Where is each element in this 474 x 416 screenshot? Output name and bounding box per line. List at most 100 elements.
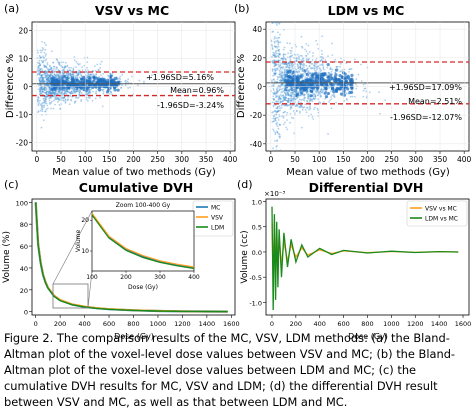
scatter-point — [39, 56, 42, 58]
scatter-point — [57, 75, 60, 78]
scatter-point — [44, 59, 47, 62]
scatter-point — [54, 96, 56, 99]
scatter-point — [281, 67, 284, 70]
inset-x-label: Dose (Gy) — [128, 284, 158, 291]
x-axis-label-b: Mean value of two methods (Gy) — [286, 167, 450, 178]
scatter-point — [319, 64, 322, 66]
scatter-point — [62, 89, 65, 92]
scatter-point — [288, 90, 291, 93]
scatter-point — [75, 90, 78, 93]
scatter-point — [348, 68, 351, 71]
y-offset-label-d: ×10⁻³ — [264, 190, 285, 198]
scatter-point — [272, 54, 275, 57]
scatter-point — [58, 76, 61, 79]
scatter-point — [42, 60, 44, 63]
scatter-point — [281, 74, 284, 77]
scatter-point — [67, 73, 70, 76]
scatter-point — [279, 73, 282, 76]
scatter-point — [280, 57, 283, 60]
scatter-point — [351, 95, 354, 98]
scatter-point-dense — [73, 82, 77, 86]
scatter-point — [43, 41, 46, 44]
scatter-point — [40, 92, 43, 95]
scatter-point-dense — [103, 82, 108, 86]
scatter-point — [330, 70, 333, 73]
scatter-point — [282, 54, 285, 56]
scatter-point — [302, 60, 305, 63]
scatter-point — [299, 110, 301, 113]
scatter-point — [291, 54, 294, 57]
scatter-point — [281, 100, 284, 102]
scatter-point — [57, 75, 60, 78]
scatter-point — [288, 90, 290, 93]
scatter-point — [287, 89, 290, 91]
scatter-point — [80, 73, 83, 76]
scatter-point — [37, 100, 40, 102]
scatter-point — [307, 59, 309, 62]
scatter-point — [276, 91, 279, 94]
scatter-point — [276, 68, 279, 71]
scatter-point — [66, 90, 68, 93]
scatter-point-dense — [292, 74, 296, 78]
scatter-point — [281, 83, 284, 86]
scatter-point — [331, 68, 334, 71]
scatter-point — [56, 88, 59, 91]
scatter-point — [275, 54, 277, 57]
scatter-point — [271, 60, 274, 62]
scatter-point — [66, 75, 69, 78]
scatter-point — [131, 75, 133, 78]
scatter-point — [303, 66, 305, 69]
scatter-point — [58, 99, 61, 102]
scatter-point — [304, 96, 307, 99]
scatter-point — [45, 71, 48, 74]
scatter-point — [295, 91, 297, 94]
scatter-point — [90, 75, 93, 77]
scatter-point — [70, 66, 72, 69]
scatter-point — [323, 68, 325, 71]
scatter-point — [64, 99, 67, 101]
inset-title: Zoom 100-400 Gy — [116, 202, 171, 209]
scatter-point-dense — [78, 85, 83, 89]
scatter-point — [282, 111, 285, 114]
scatter-point — [295, 68, 298, 71]
scatter-point — [74, 89, 77, 91]
scatter-point — [288, 89, 291, 92]
scatter-point — [317, 94, 320, 97]
scatter-point — [304, 103, 307, 106]
scatter-point — [276, 131, 279, 134]
scatter-point — [40, 56, 43, 59]
scatter-point-dense — [82, 87, 86, 92]
scatter-point — [279, 68, 282, 70]
scatter-point — [289, 92, 292, 94]
scatter-point — [40, 88, 42, 91]
scatter-point — [276, 46, 279, 49]
scatter-point — [54, 75, 57, 78]
scatter-point — [273, 54, 276, 57]
scatter-point — [283, 57, 286, 60]
scatter-point — [275, 63, 278, 66]
scatter-point — [280, 95, 283, 97]
scatter-point — [69, 91, 71, 94]
scatter-point — [289, 42, 291, 45]
scatter-point — [272, 92, 275, 94]
scatter-point — [301, 108, 304, 111]
inset-x-tick-label: 100 — [86, 274, 98, 281]
scatter-point — [306, 100, 309, 103]
scatter-point — [68, 91, 71, 94]
scatter-point — [288, 100, 291, 103]
scatter-point — [86, 76, 88, 79]
scatter-point — [45, 92, 47, 95]
y-tick-label: -40 — [250, 140, 262, 149]
scatter-point — [80, 75, 83, 78]
scatter-point — [322, 64, 324, 67]
scatter-point — [286, 87, 289, 89]
scatter-point — [38, 65, 40, 67]
scatter-point — [272, 93, 275, 96]
scatter-point — [286, 119, 288, 121]
scatter-point — [61, 94, 64, 97]
scatter-point-dense — [61, 86, 66, 90]
scatter-point — [271, 55, 273, 58]
scatter-point — [290, 68, 293, 71]
scatter-point — [309, 99, 312, 102]
scatter-point — [289, 49, 292, 52]
